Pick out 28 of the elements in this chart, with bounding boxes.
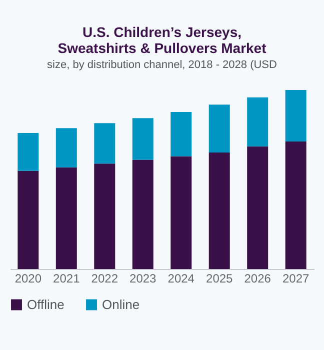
bar: [170, 112, 192, 156]
chart-subtitle: size, by distribution channel, 2018 - 2028 (USD: [47, 59, 278, 71]
legend-label: Offline: [27, 296, 64, 312]
bar: [132, 118, 154, 160]
x-tick-label: 2025: [206, 272, 234, 286]
x-tick-label: 2023: [130, 272, 157, 286]
chart-title: U.S. Children’s Jerseys, Sweatshirts & Pullovers Market: [58, 24, 267, 56]
bar: [18, 170, 39, 269]
x-tick-label: 2027: [282, 272, 310, 286]
bar: [170, 156, 192, 269]
bar: [56, 128, 77, 168]
bar: [247, 146, 268, 269]
x-tick-label: 2026: [244, 272, 272, 286]
bar: [208, 152, 230, 269]
bar: [18, 132, 39, 171]
bar: [56, 167, 77, 269]
bar: [132, 160, 154, 269]
x-tick-label: 2024: [168, 272, 195, 286]
x-tick-label: 2021: [53, 272, 80, 286]
bar: [94, 164, 116, 269]
bar: [285, 142, 306, 269]
bar: [247, 97, 268, 146]
x-tick-label: 2022: [91, 272, 118, 286]
x-tick-label: 2020: [14, 272, 42, 286]
bar: [285, 90, 306, 142]
bar: [94, 123, 116, 164]
legend-label: Online: [102, 296, 140, 312]
bar: [208, 104, 230, 152]
